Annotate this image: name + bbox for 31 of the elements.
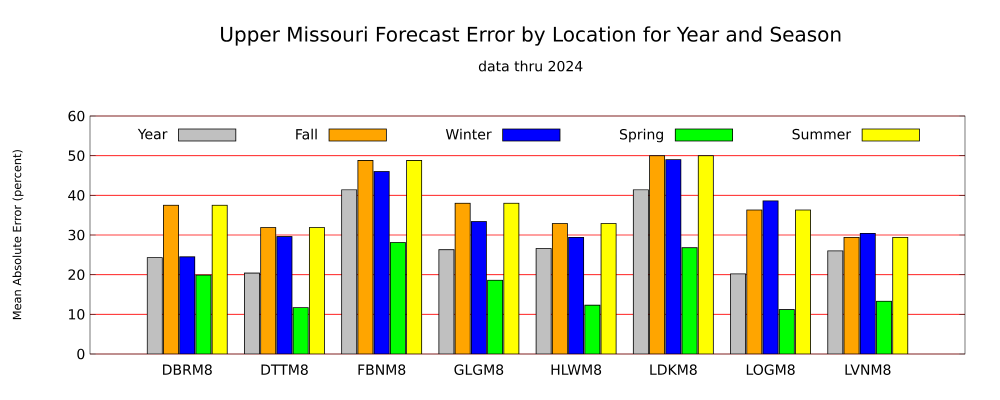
x-tick-label: GLGM8 [454,364,504,375]
y-tick-label: 20 [68,269,84,280]
x-tick-label: FBNM8 [358,364,406,375]
bar [406,160,422,354]
y-tick-label: 30 [68,230,84,240]
x-tick-label: LOGM8 [746,364,795,375]
y-tick-label: 50 [68,150,84,161]
y-tick-label: 0 [77,348,84,360]
x-tick-label: HLWM8 [552,364,602,375]
x-tick-label: LVNM8 [846,364,890,375]
y-tick-label: 10 [69,309,84,320]
legend-label: Summer [792,128,852,140]
y-tick-label: 60 [68,110,84,122]
bar [698,155,714,354]
x-tick-label: DBRM8 [163,364,212,375]
legend-label: Winter [446,128,492,140]
bar [892,236,908,354]
bar [212,204,228,354]
chart-subtitle: data thru 2024 [478,60,582,72]
bar [503,202,520,354]
bar [308,227,325,354]
bar [600,223,617,354]
legend-label: Fall [296,128,317,140]
bar [795,210,811,354]
x-tick-label: LDKM8 [650,364,697,375]
y-axis-title: Mean Absolute Error (percent) [12,150,24,320]
y-tick-label: 40 [68,190,84,201]
chart-title: Upper Missouri Forecast Error by Location for Year and Season [221,26,840,46]
legend-label: Spring [620,128,663,142]
x-tick-label: DTTM8 [262,364,308,375]
legend-label: Year [138,128,168,140]
